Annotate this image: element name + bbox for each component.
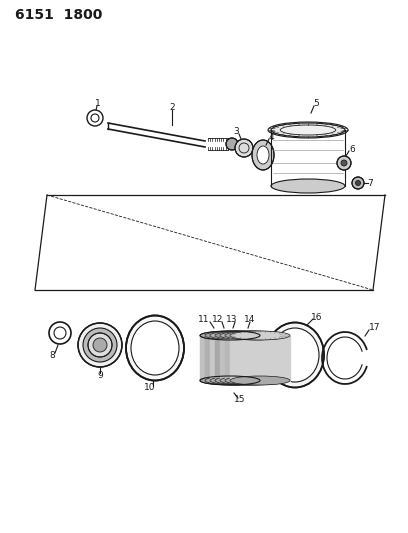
Text: 14: 14 bbox=[244, 316, 256, 325]
Text: 9: 9 bbox=[97, 370, 103, 379]
Circle shape bbox=[341, 160, 347, 166]
Ellipse shape bbox=[230, 376, 290, 385]
Circle shape bbox=[93, 338, 107, 352]
Ellipse shape bbox=[266, 322, 324, 387]
Ellipse shape bbox=[210, 376, 270, 385]
Ellipse shape bbox=[271, 123, 345, 137]
Polygon shape bbox=[230, 335, 290, 381]
Circle shape bbox=[355, 181, 361, 185]
Polygon shape bbox=[200, 335, 260, 381]
Ellipse shape bbox=[225, 376, 285, 385]
Polygon shape bbox=[210, 335, 270, 381]
Polygon shape bbox=[225, 335, 285, 381]
Text: 6151  1800: 6151 1800 bbox=[15, 8, 102, 22]
Circle shape bbox=[78, 323, 122, 367]
Text: 8: 8 bbox=[49, 351, 55, 359]
Ellipse shape bbox=[280, 125, 336, 135]
Text: 3: 3 bbox=[233, 127, 239, 136]
Ellipse shape bbox=[210, 331, 270, 340]
Text: 10: 10 bbox=[144, 384, 156, 392]
Text: 4: 4 bbox=[268, 133, 274, 141]
Ellipse shape bbox=[215, 331, 275, 340]
Ellipse shape bbox=[271, 179, 345, 193]
Text: 1: 1 bbox=[95, 100, 101, 109]
Circle shape bbox=[88, 333, 112, 357]
Text: 15: 15 bbox=[234, 395, 246, 405]
Ellipse shape bbox=[205, 376, 265, 385]
Ellipse shape bbox=[220, 376, 280, 385]
Ellipse shape bbox=[215, 376, 275, 385]
Text: 5: 5 bbox=[313, 99, 319, 108]
Ellipse shape bbox=[200, 376, 260, 385]
Ellipse shape bbox=[205, 331, 265, 340]
Circle shape bbox=[352, 177, 364, 189]
Ellipse shape bbox=[131, 321, 179, 375]
Ellipse shape bbox=[220, 331, 280, 340]
Circle shape bbox=[235, 139, 253, 157]
Circle shape bbox=[83, 328, 117, 362]
Text: 16: 16 bbox=[311, 312, 323, 321]
Polygon shape bbox=[205, 335, 265, 381]
Text: 11: 11 bbox=[198, 316, 210, 325]
Circle shape bbox=[226, 138, 238, 150]
Polygon shape bbox=[220, 335, 280, 381]
Text: 6: 6 bbox=[349, 144, 355, 154]
Polygon shape bbox=[215, 335, 275, 381]
Text: 7: 7 bbox=[367, 179, 373, 188]
Ellipse shape bbox=[200, 331, 260, 340]
Text: 17: 17 bbox=[369, 324, 381, 333]
Ellipse shape bbox=[257, 146, 269, 164]
Text: 2: 2 bbox=[169, 103, 175, 112]
Ellipse shape bbox=[230, 331, 290, 340]
Ellipse shape bbox=[271, 328, 319, 382]
Ellipse shape bbox=[252, 140, 274, 170]
Text: 12: 12 bbox=[212, 316, 224, 325]
Ellipse shape bbox=[126, 316, 184, 381]
Text: 13: 13 bbox=[226, 316, 238, 325]
Ellipse shape bbox=[225, 331, 285, 340]
Circle shape bbox=[337, 156, 351, 170]
